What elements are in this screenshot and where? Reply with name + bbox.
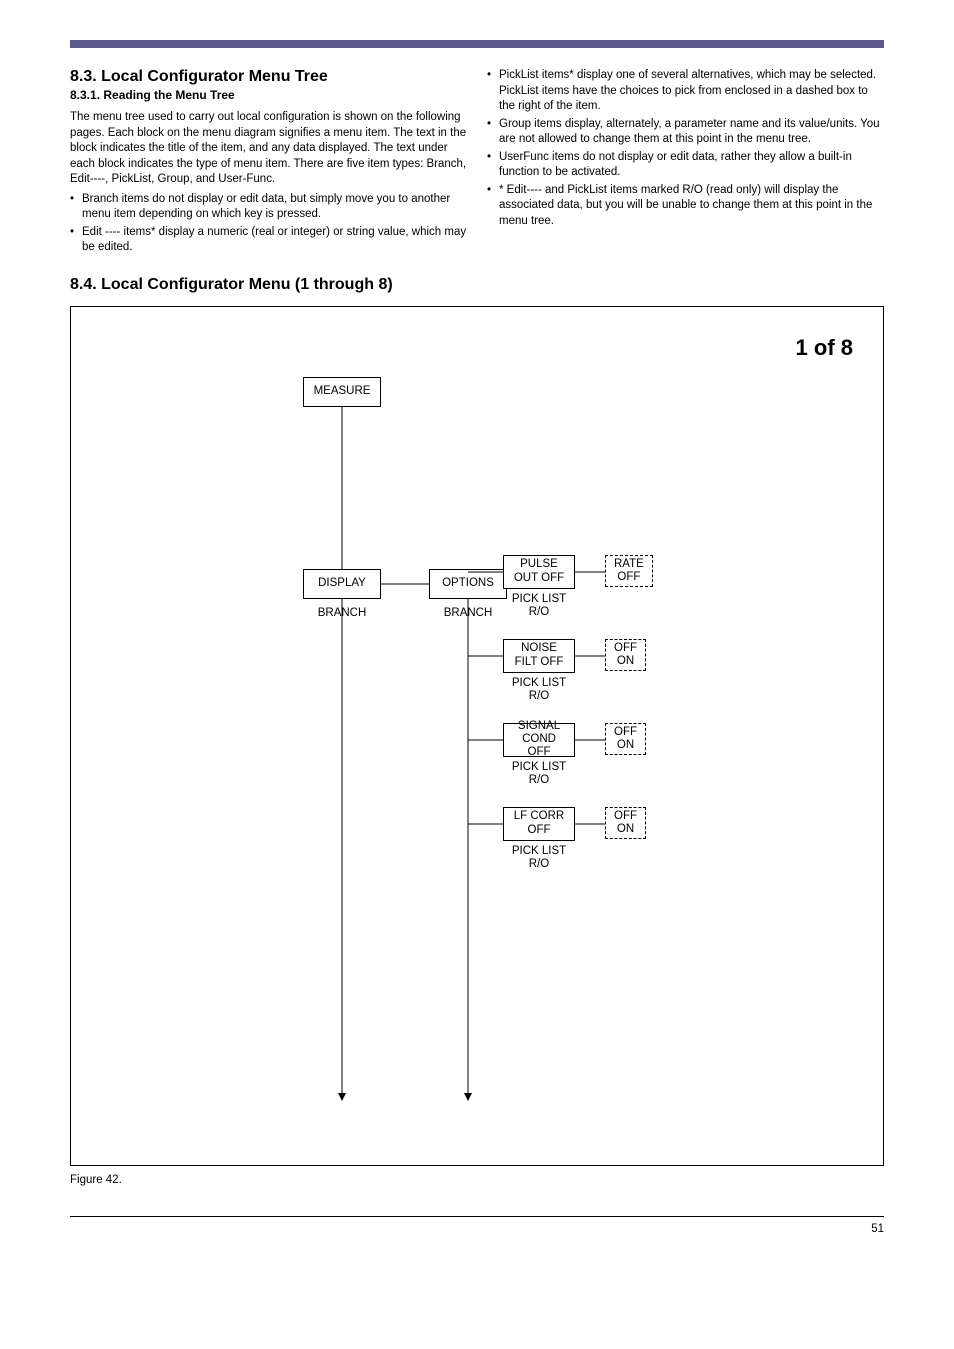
node-line: PULSE (510, 558, 568, 571)
label-type-noise: PICK LIST R/O (503, 677, 575, 703)
bullet-item: Group items display, alternately, a para… (487, 117, 884, 148)
label-type-lfcorr: PICK LIST R/O (503, 845, 575, 871)
picklist-pulse: RATE OFF (605, 555, 653, 587)
page-number: 51 (70, 1216, 884, 1235)
node-line: LF CORR (510, 810, 568, 823)
bullet-item: UserFunc items do not display or edit da… (487, 150, 884, 181)
label-branch-options: BRANCH (429, 607, 507, 620)
connector-lines (71, 307, 883, 1165)
node-pulse: PULSE OUT OFF (503, 555, 575, 589)
bullet-item: Edit ---- items* display a numeric (real… (70, 225, 467, 256)
node-display: DISPLAY (303, 569, 381, 599)
bullet-item: * Edit---- and PickList items marked R/O… (487, 183, 884, 230)
node-line: OFF (510, 824, 568, 837)
node-line: NOISE (510, 642, 568, 655)
right-column: PickList items* display one of several a… (487, 68, 884, 258)
node-options: OPTIONS (429, 569, 507, 599)
node-measure: MEASURE (303, 377, 381, 407)
node-lfcorr: LF CORR OFF (503, 807, 575, 841)
right-bullet-list: PickList items* display one of several a… (487, 68, 884, 229)
node-line: SIGNAL (510, 720, 568, 733)
intro-paragraph: The menu tree used to carry out local co… (70, 110, 467, 188)
picklist-lfcorr: OFF ON (605, 807, 646, 839)
left-bullet-list: Branch items do not display or edit data… (70, 192, 467, 256)
node-line: FILT OFF (510, 656, 568, 669)
bullet-item: Branch items do not display or edit data… (70, 192, 467, 223)
node-line: COND OFF (510, 733, 568, 759)
figure-caption: Figure 42. (70, 1174, 884, 1186)
picklist-noise: OFF ON (605, 639, 646, 671)
node-noise: NOISE FILT OFF (503, 639, 575, 673)
left-column: 8.3. Local Configurator Menu Tree 8.3.1.… (70, 68, 467, 258)
page-indicator: 1 of 8 (796, 335, 853, 361)
node-line: OUT OFF (510, 572, 568, 585)
label-type-pulse: PICK LIST R/O (503, 593, 575, 619)
label-branch-display: BRANCH (303, 607, 381, 620)
menu-tree-diagram: 1 of 8 MEASURE DISPLAY BRANCH OPTIONS BR… (70, 306, 884, 1166)
intro-columns: 8.3. Local Configurator Menu Tree 8.3.1.… (70, 68, 884, 258)
section-831-title: 8.3.1. Reading the Menu Tree (70, 88, 467, 102)
header-accent-bar (70, 40, 884, 48)
section-83-title: 8.3. Local Configurator Menu Tree (70, 68, 467, 86)
picklist-signal: OFF ON (605, 723, 646, 755)
label-type-signal: PICK LIST R/O (503, 761, 575, 787)
section-84-title: 8.4. Local Configurator Menu (1 through … (70, 276, 884, 294)
bullet-item: PickList items* display one of several a… (487, 68, 884, 115)
node-signal: SIGNAL COND OFF (503, 723, 575, 757)
